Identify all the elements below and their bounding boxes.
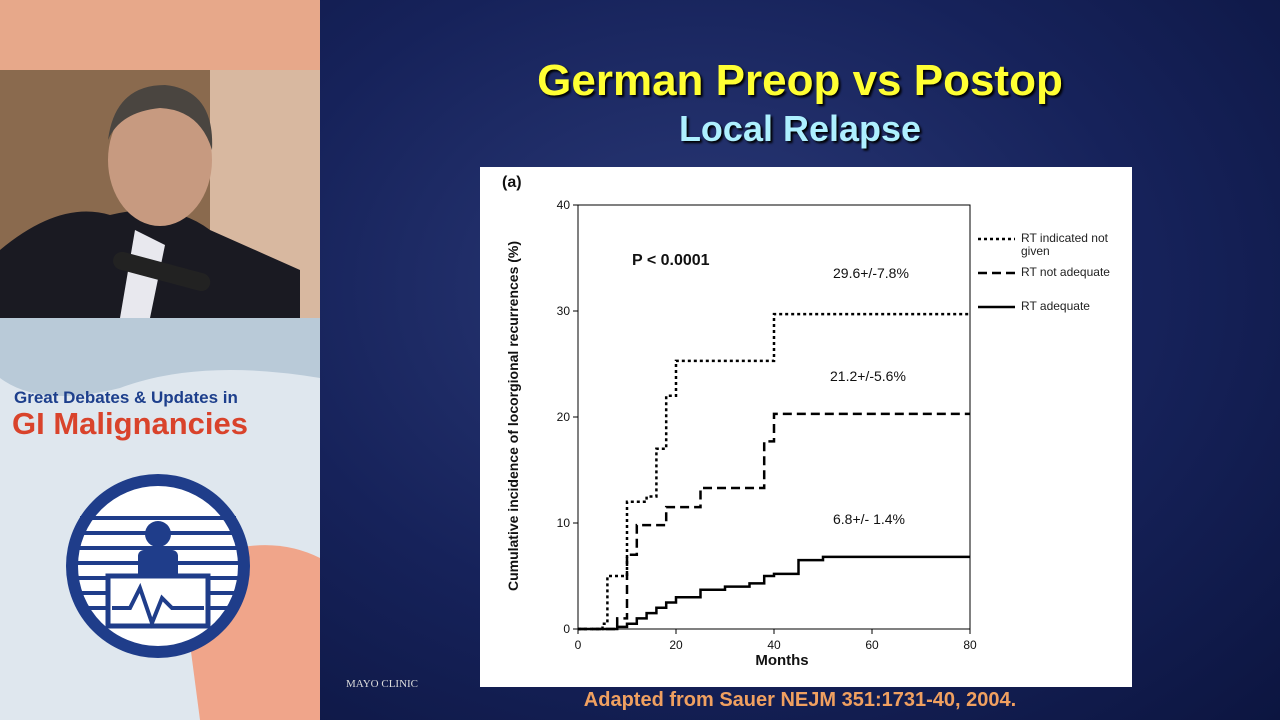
source-note: Adapted from Sauer NEJM 351:1731-40, 200… [583,689,1017,711]
annotation: P < 0.0001 [632,252,710,269]
institution-logo: MAYO CLINIC [346,678,419,690]
series-line [578,412,970,631]
panel-label: (a) [502,174,522,191]
series-line [578,555,970,631]
y-tick-label: 10 [557,516,571,530]
legend-label: RT indicated not given [1021,231,1108,258]
slide-title: German Preop vs Postop [537,56,1063,105]
y-tick-label: 30 [557,304,571,318]
annotation: 29.6+/-7.8% [833,265,909,281]
legend-label: RT not adequate [1021,265,1110,279]
chart: (a) Months Cumulative incidence of locor… [502,174,1015,669]
y-tick-label: 40 [557,198,571,212]
series-line [578,312,970,631]
legend-label: RT adequate [1021,299,1090,313]
x-tick-label: 60 [865,638,879,652]
y-tick-label: 0 [563,622,570,636]
conference-title: GI Malignancies [12,406,249,441]
x-tick-label: 40 [767,638,781,652]
x-tick-label: 80 [963,638,977,652]
speaker-video [0,0,320,318]
branding-art [0,318,320,720]
x-tick-label: 0 [575,638,582,652]
speaker-scene [0,0,320,318]
y-tick-label: 20 [557,410,571,424]
conference-subtitle: Great Debates & Updates in [14,388,238,407]
slide-subtitle: Local Relapse [678,108,922,149]
chart-panel: (a) Months Cumulative incidence of locor… [480,167,1132,687]
y-axis-label: Cumulative incidence of locorgional recu… [505,241,521,591]
annotation: 21.2+/-5.6% [830,368,906,384]
x-axis-label: Months [755,652,808,669]
conference-branding [0,318,320,720]
x-tick-label: 20 [669,638,683,652]
annotation: 6.8+/- 1.4% [833,511,905,527]
